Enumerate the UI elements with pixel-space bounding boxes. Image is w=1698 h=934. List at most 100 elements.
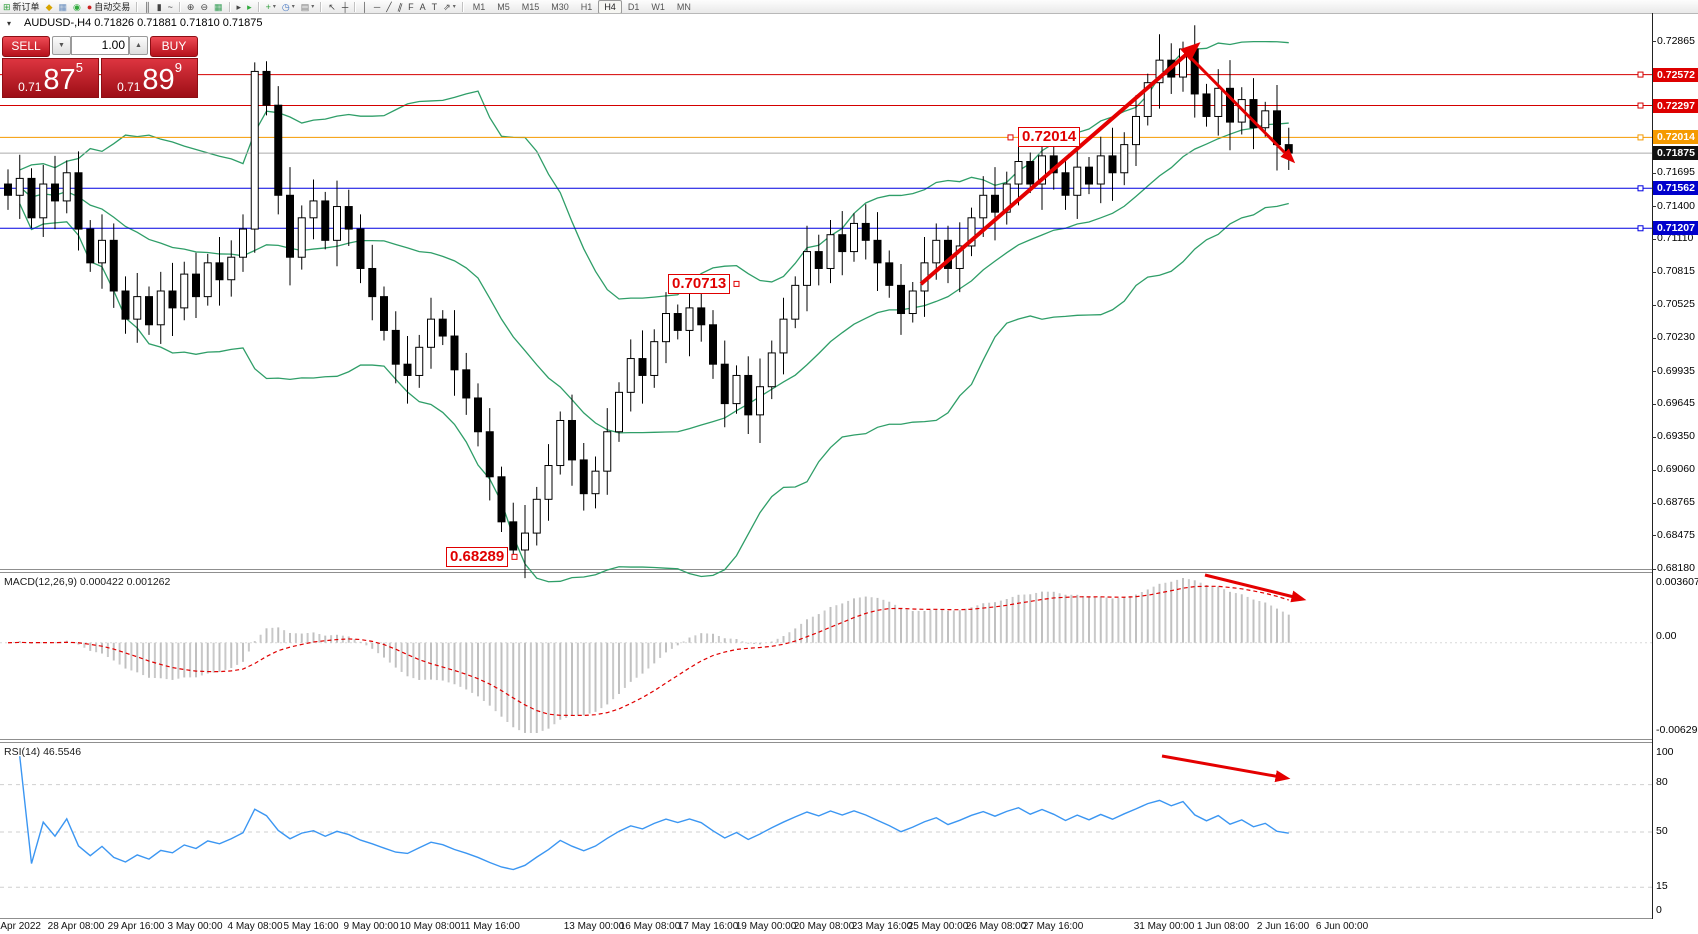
periods-button: ◷ bbox=[281, 1, 290, 12]
candlestick bbox=[603, 431, 612, 472]
annotation-anchor[interactable] bbox=[511, 553, 518, 560]
buy-button[interactable]: BUY bbox=[150, 36, 198, 57]
arrows-tool-icon-dropdown[interactable]: ▾ bbox=[452, 4, 456, 10]
templates-button[interactable]: ▤ ▾ bbox=[298, 1, 318, 13]
price-tick-label: 0.69350 bbox=[1657, 430, 1695, 443]
crosshair-tool-icon: ┼ bbox=[341, 1, 349, 12]
templates-button-dropdown[interactable]: ▾ bbox=[311, 4, 315, 10]
candlestick bbox=[756, 386, 764, 416]
fibonacci-tool-icon[interactable]: F bbox=[405, 1, 417, 13]
autotrading-button[interactable]: ● 自动交易 bbox=[84, 1, 133, 13]
sell-price-pip: 5 bbox=[75, 60, 83, 75]
timeframe-m1-button[interactable]: M1 bbox=[472, 1, 486, 12]
line-handle[interactable] bbox=[1637, 71, 1644, 78]
autotrading-button: ● bbox=[86, 1, 93, 12]
bollinger-band-line[interactable] bbox=[19, 202, 1289, 583]
line-handle[interactable] bbox=[1637, 185, 1644, 192]
panel-separator bbox=[0, 742, 1652, 743]
vertical-line-tool-icon[interactable]: │ bbox=[359, 1, 371, 13]
periods-button[interactable]: ◷ ▾ bbox=[279, 1, 298, 13]
new-order-button[interactable]: ⊞ 新订单 bbox=[0, 1, 43, 13]
chart-window-icon[interactable]: ▦ bbox=[55, 1, 70, 13]
bar-chart-type-icon[interactable]: ║ bbox=[141, 1, 153, 13]
horizontal-line-tool-icon[interactable]: ─ bbox=[371, 1, 383, 13]
candlestick bbox=[121, 290, 130, 320]
candlestick bbox=[380, 296, 388, 331]
buy-price-big: 89 bbox=[142, 64, 175, 96]
price-annotation[interactable]: 0.72014 bbox=[1018, 127, 1081, 148]
annotation-anchor[interactable] bbox=[1007, 134, 1014, 141]
price-tick-label: 0.70230 bbox=[1657, 331, 1695, 344]
time-axis-label: 19 May 00:00 bbox=[735, 921, 797, 932]
volume-input[interactable]: 1.00 bbox=[71, 36, 129, 55]
periods-button-dropdown[interactable]: ▾ bbox=[291, 4, 295, 10]
macd-down-arrow[interactable] bbox=[1204, 573, 1307, 603]
trend-up-arrow[interactable] bbox=[919, 42, 1201, 286]
trendline-tool-icon[interactable]: ╱ bbox=[383, 1, 394, 13]
candlestick bbox=[297, 217, 306, 258]
time-axis-label: 23 May 16:00 bbox=[851, 921, 913, 932]
candlestick bbox=[944, 239, 952, 269]
indicators-button-dropdown[interactable]: ▾ bbox=[272, 4, 276, 10]
candlestick bbox=[873, 239, 882, 264]
price-tick-label: 0.71695 bbox=[1657, 166, 1695, 179]
volume-increase-button[interactable]: ▲ bbox=[129, 36, 148, 55]
candlestick bbox=[1073, 166, 1082, 196]
rsi-axis-label: 80 bbox=[1656, 776, 1668, 788]
text-label-tool-icon[interactable]: T bbox=[429, 1, 441, 13]
candlestick bbox=[86, 228, 95, 264]
volume-decrease-button[interactable]: ▼ bbox=[52, 36, 71, 55]
sell-price-box[interactable]: 0.71 87 5 bbox=[2, 58, 99, 98]
panel-separator[interactable] bbox=[0, 739, 1652, 740]
candlestick bbox=[803, 251, 811, 286]
time-axis-label: 4 May 08:00 bbox=[227, 921, 283, 932]
annotation-anchor[interactable] bbox=[733, 280, 740, 287]
timeframe-w1-button[interactable]: W1 bbox=[651, 1, 665, 12]
price-tick-label: 0.69060 bbox=[1657, 463, 1695, 476]
candlestick bbox=[991, 194, 999, 213]
zoom-out-icon[interactable]: ⊖ bbox=[197, 1, 211, 13]
price-tick-label: 0.71400 bbox=[1657, 199, 1695, 212]
candlestick bbox=[838, 234, 847, 253]
candlestick bbox=[556, 419, 565, 467]
candlestick bbox=[521, 532, 529, 551]
sell-button[interactable]: SELL bbox=[2, 36, 50, 57]
candlestick bbox=[626, 358, 635, 393]
candlestick bbox=[250, 70, 259, 230]
indicators-button[interactable]: + ▾ bbox=[263, 1, 279, 13]
price-annotation[interactable]: 0.68289 bbox=[446, 546, 509, 567]
timeframe-m15-button[interactable]: M15 bbox=[521, 1, 540, 12]
line-handle[interactable] bbox=[1637, 225, 1644, 232]
one-click-trading-toggle[interactable]: ▾ bbox=[7, 19, 12, 28]
market-watch-icon[interactable]: ◆ bbox=[43, 1, 56, 13]
cursor-tool-icon[interactable]: ↖ bbox=[325, 1, 339, 13]
timeframe-h1-button[interactable]: H1 bbox=[580, 1, 593, 12]
trend-down-arrow[interactable] bbox=[1189, 56, 1296, 164]
time-axis-label: 13 May 00:00 bbox=[563, 921, 625, 932]
auto-scroll-icon[interactable]: ▸ bbox=[244, 1, 255, 13]
buy-price-box[interactable]: 0.71 89 9 bbox=[101, 58, 198, 98]
arrows-tool-icon[interactable]: ⇗ ▾ bbox=[440, 1, 459, 13]
zoom-in-icon: ⊕ bbox=[186, 1, 195, 12]
timeframe-d1-button[interactable]: D1 bbox=[627, 1, 640, 12]
crosshair-tool-icon[interactable]: ┼ bbox=[339, 1, 351, 13]
line-handle[interactable] bbox=[1637, 102, 1644, 109]
timeframe-m5-button[interactable]: M5 bbox=[497, 1, 510, 12]
timeframe-m30-button[interactable]: M30 bbox=[551, 1, 569, 12]
rsi-down-arrow[interactable] bbox=[1161, 754, 1291, 783]
indicators-button: + bbox=[265, 1, 271, 12]
line-chart-type-icon[interactable]: ~ bbox=[165, 1, 176, 13]
panel-separator[interactable] bbox=[0, 569, 1652, 570]
price-annotation[interactable]: 0.70713 bbox=[668, 273, 731, 294]
rsi-axis-label: 15 bbox=[1656, 880, 1668, 892]
line-handle[interactable] bbox=[1637, 134, 1644, 141]
timeframe-mn-button[interactable]: MN bbox=[676, 1, 691, 12]
chart-shift-icon[interactable]: ▸ bbox=[234, 1, 245, 13]
timeframe-h4-button[interactable]: H4 bbox=[598, 0, 622, 13]
text-tool-icon[interactable]: A bbox=[417, 1, 429, 13]
signals-icon[interactable]: ◉ bbox=[70, 1, 84, 13]
tile-windows-icon[interactable]: ▦ bbox=[211, 1, 226, 13]
zoom-in-icon[interactable]: ⊕ bbox=[184, 1, 198, 13]
candlestick-type-icon[interactable]: ▮ bbox=[154, 1, 165, 13]
